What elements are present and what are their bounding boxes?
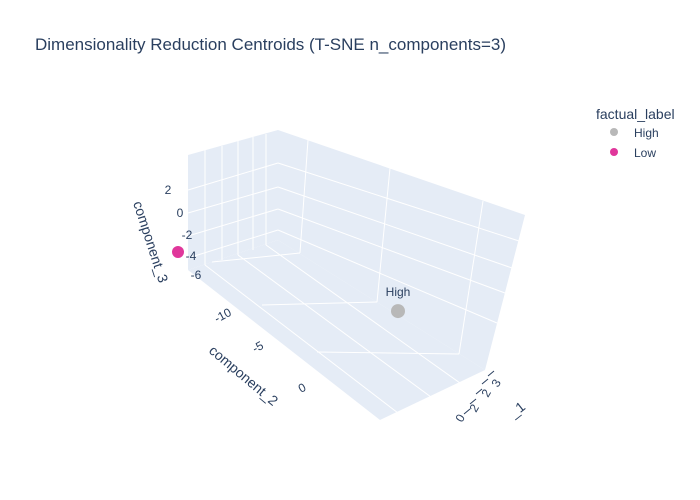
- y-tick-label: -10: [212, 305, 234, 326]
- gridline: [277, 229, 498, 324]
- gridline: [261, 301, 378, 306]
- x-tick-mark: [463, 408, 471, 415]
- gridline: [211, 252, 301, 263]
- x-tick-label: 2: [478, 386, 494, 399]
- x-tick-mark: [481, 378, 489, 385]
- gridline: [187, 229, 279, 259]
- legend-item-low[interactable]: Low: [610, 146, 656, 160]
- x-tick-label: 0: [452, 411, 468, 424]
- z-axis-title: component_3: [130, 199, 172, 285]
- gridline: [237, 254, 432, 398]
- gridline: [458, 200, 484, 355]
- marker-high[interactable]: [391, 304, 405, 319]
- z-tick-label: 0: [177, 206, 184, 220]
- gridline: [187, 208, 279, 237]
- gridline: [187, 162, 279, 191]
- scene-3d[interactable]: [187, 130, 525, 420]
- gridline: [265, 244, 461, 384]
- x-tick-mark: [487, 370, 495, 377]
- floor-grid: [204, 244, 461, 414]
- z-tick-label: -2: [182, 228, 193, 242]
- x-tick-mark: [475, 388, 483, 395]
- legend-label-high: High: [634, 126, 659, 140]
- gridline: [376, 167, 391, 303]
- side-wall-pane: [278, 130, 525, 370]
- x-tick-label: 2: [466, 401, 482, 414]
- floor-pane: [188, 240, 485, 420]
- gridline: [277, 186, 513, 269]
- x-axis-title: _1: [505, 398, 528, 421]
- side-wall-grid: [277, 139, 520, 355]
- z-tick-label: -6: [191, 268, 202, 282]
- gridline: [187, 186, 279, 214]
- legend-marker-high: [610, 128, 618, 136]
- legend: factual_label High Low: [596, 106, 675, 160]
- y-tick-label: 0: [296, 380, 309, 396]
- y-axis-title: component_2: [206, 342, 281, 409]
- gridline: [277, 162, 520, 242]
- legend-marker-low: [610, 148, 618, 156]
- marker-annotation: High: [386, 285, 411, 299]
- x-tick-mark: [469, 398, 477, 405]
- back-wall-grid: [187, 134, 279, 265]
- x-tick-label: 3: [488, 376, 504, 389]
- chart-title: Dimensionality Reduction Centroids (T-SN…: [35, 35, 506, 54]
- gridline: [277, 208, 506, 294]
- legend-title: factual_label: [596, 106, 675, 122]
- gridline: [204, 264, 399, 414]
- legend-label-low: Low: [634, 146, 656, 160]
- legend-item-high[interactable]: High: [610, 126, 659, 140]
- z-tick-label: -4: [186, 249, 197, 263]
- data-markers: High: [172, 246, 411, 319]
- y-tick-label: -5: [250, 338, 266, 356]
- gridline: [316, 351, 460, 355]
- z-tick-label: 2: [165, 183, 172, 197]
- marker-low[interactable]: [172, 246, 184, 258]
